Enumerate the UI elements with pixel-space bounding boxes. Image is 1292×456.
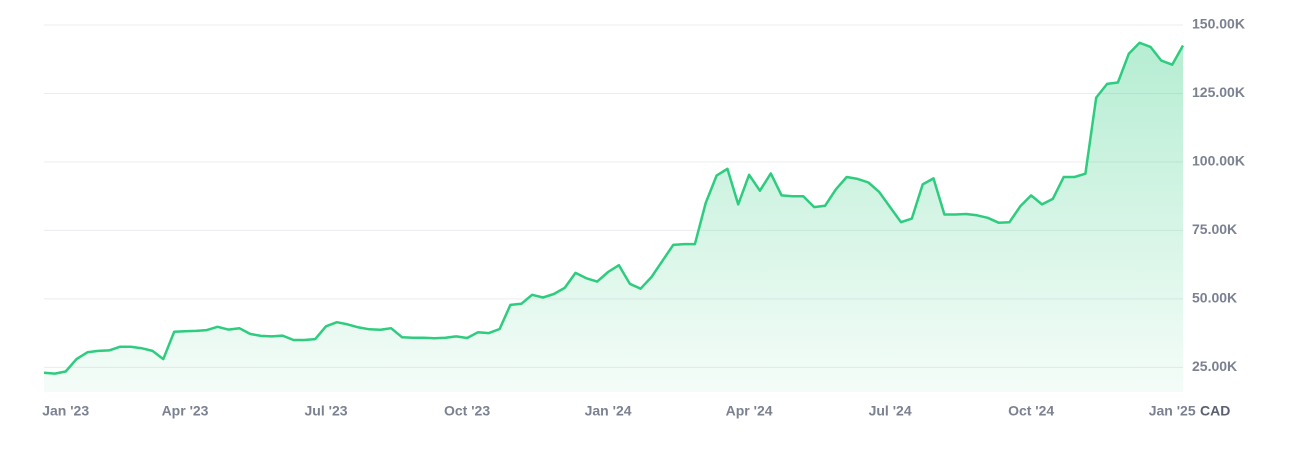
y-tick-label: 150.00K	[1192, 16, 1245, 32]
y-tick-label: 125.00K	[1192, 84, 1245, 100]
y-tick-label: 50.00K	[1192, 290, 1237, 306]
y-tick-label: 25.00K	[1192, 358, 1237, 374]
line	[43, 41, 1185, 375]
x-tick-label: Jan '25	[1149, 403, 1196, 419]
x-tick-label: Jan '24	[585, 403, 632, 419]
x-tick-label: Jul '23	[305, 403, 348, 419]
y-tick-label: 100.00K	[1192, 153, 1245, 169]
y-tick-label: 75.00K	[1192, 221, 1237, 237]
x-tick-label: Apr '23	[162, 403, 209, 419]
area	[44, 42, 1183, 393]
x-tick-label: Apr '24	[726, 403, 773, 419]
x-tick-label: Oct '23	[444, 403, 490, 419]
x-tick-label: Jan '23	[42, 403, 89, 419]
x-tick-label: Oct '24	[1008, 403, 1054, 419]
currency-label: CAD	[1200, 403, 1230, 419]
x-tick-label: Jul '24	[869, 403, 912, 419]
